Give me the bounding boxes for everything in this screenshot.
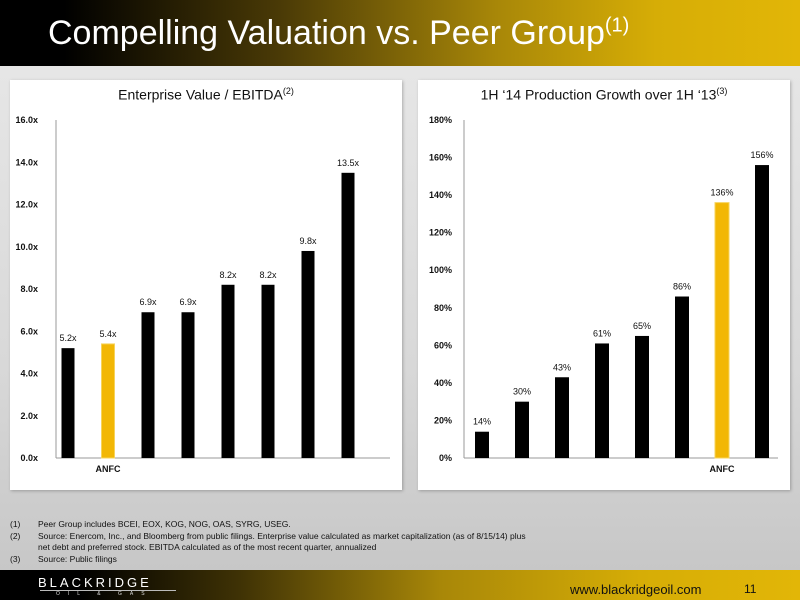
ev-ebitda-data-label: 8.2x — [219, 270, 237, 280]
production-growth-bar — [555, 377, 569, 458]
production-growth-y-tick-label: 100% — [429, 265, 452, 275]
production-growth-data-label: 43% — [553, 362, 571, 372]
production-growth-y-tick-label: 80% — [434, 303, 452, 313]
ev-ebitda-y-tick-label: 16.0x — [15, 115, 38, 125]
footnote-1-text: Peer Group includes BCEI, EOX, KOG, NOG,… — [38, 519, 291, 529]
production-growth-y-tick-label: 20% — [434, 415, 452, 425]
production-growth-chart-panel: 1H ‘14 Production Growth over 1H ‘13(3) … — [418, 80, 790, 490]
production-growth-data-label: 30% — [513, 387, 531, 397]
production-growth-y-tick-label: 120% — [429, 228, 452, 238]
production-growth-y-tick-label: 0% — [439, 453, 452, 463]
slide-title-footnote-ref: (1) — [604, 14, 630, 37]
ev-ebitda-chart-footnote-ref: (2) — [282, 86, 294, 96]
production-growth-bar — [475, 431, 489, 458]
ev-ebitda-x-category-label: ANFC — [96, 464, 121, 474]
production-growth-bar — [755, 165, 769, 459]
production-growth-chart-title: 1H ‘14 Production Growth over 1H ‘13(3) — [418, 86, 790, 103]
ev-ebitda-bar — [341, 172, 355, 458]
ev-ebitda-data-label: 9.8x — [299, 236, 317, 246]
ev-ebitda-y-tick-label: 8.0x — [20, 284, 38, 294]
logo-divider — [40, 590, 176, 591]
footnote-3: (3) Source: Public filings — [10, 554, 650, 566]
footnote-1: (1) Peer Group includes BCEI, EOX, KOG, N… — [10, 519, 650, 531]
ev-ebitda-y-tick-label: 12.0x — [15, 200, 38, 210]
footnote-3-number: (3) — [10, 553, 21, 564]
company-logo: BLACKRIDGE — [38, 575, 152, 590]
ev-ebitda-chart-title-text: Enterprise Value / EBITDA — [118, 86, 283, 103]
ev-ebitda-bar — [221, 284, 235, 458]
ev-ebitda-bar — [301, 250, 315, 458]
ev-ebitda-bar — [101, 343, 115, 459]
website-url[interactable]: www.blackridgeoil.com — [570, 582, 702, 597]
ev-ebitda-chart-title: Enterprise Value / EBITDA(2) — [10, 86, 402, 103]
ev-ebitda-y-tick-label: 10.0x — [15, 242, 38, 252]
ev-ebitda-data-label: 6.9x — [179, 297, 197, 307]
slide-title: Compelling Valuation vs. Peer Group(1) — [48, 14, 629, 53]
ev-ebitda-data-label: 8.2x — [259, 270, 277, 280]
ev-ebitda-y-tick-label: 14.0x — [15, 157, 38, 167]
ev-ebitda-y-tick-label: 0.0x — [20, 453, 38, 463]
production-growth-data-label: 14% — [473, 417, 491, 427]
page-number: 11 — [744, 582, 757, 596]
production-growth-data-label: 136% — [710, 188, 733, 198]
production-growth-data-label: 61% — [593, 328, 611, 338]
production-growth-data-label: 86% — [673, 282, 691, 292]
production-growth-chart-footnote-ref: (3) — [716, 86, 728, 96]
production-growth-bar — [675, 296, 689, 458]
ev-ebitda-chart-panel: Enterprise Value / EBITDA(2) 0.0x 2.0x 4.0… — [10, 80, 402, 490]
slide-title-text: Compelling Valuation vs. Peer Group — [48, 14, 605, 52]
ev-ebitda-y-tick-label: 2.0x — [20, 411, 38, 421]
production-growth-bar — [595, 343, 609, 458]
production-growth-bar — [515, 401, 529, 458]
ev-ebitda-bar — [61, 348, 75, 458]
footnote-2-continued-text: net debt and preferred stock. EBITDA cal… — [38, 542, 377, 552]
production-growth-y-tick-label: 40% — [434, 378, 452, 388]
production-growth-y-tick-label: 160% — [429, 153, 452, 163]
ev-ebitda-data-label: 5.4x — [99, 329, 117, 339]
ev-ebitda-y-tick-label: 6.0x — [20, 326, 38, 336]
production-growth-bar — [714, 202, 730, 459]
footnote-2-text: Source: Enercom, Inc., and Bloomberg fro… — [38, 530, 526, 541]
footnotes: (1) Peer Group includes BCEI, EOX, KOG, N… — [10, 519, 650, 565]
company-logo-subtitle: OIL & GAS — [56, 591, 153, 597]
production-growth-chart-title-text: 1H ‘14 Production Growth over 1H ‘13 — [480, 86, 717, 103]
ev-ebitda-data-label: 5.2x — [59, 333, 77, 343]
production-growth-y-tick-label: 140% — [429, 190, 452, 200]
production-growth-data-label: 65% — [633, 321, 651, 331]
footnote-2: (2) Source: Enercom, Inc., and Bloomberg … — [10, 531, 650, 543]
production-growth-bar — [635, 335, 649, 458]
footnote-2-continued-number — [10, 542, 38, 554]
ev-ebitda-y-tick-label: 4.0x — [20, 369, 38, 379]
footnote-2-number: (2) — [10, 530, 21, 541]
footnote-1-number: (1) — [10, 519, 21, 529]
ev-ebitda-chart: 0.0x 2.0x 4.0x 6.0x 8.0x 10.0x 12.0x 14.0x 16.0x… — [15, 115, 390, 474]
title-bar — [0, 0, 800, 66]
production-growth-x-category-label: ANFC — [710, 464, 735, 474]
ev-ebitda-bar — [141, 312, 155, 458]
footer-bar — [0, 570, 800, 600]
production-growth-y-tick-label: 180% — [429, 115, 452, 125]
footnote-3-text: Source: Public filings — [38, 553, 117, 564]
ev-ebitda-bar — [261, 284, 275, 458]
ev-ebitda-bar — [181, 312, 195, 458]
production-growth-chart: 0% 20% 40% 60% 80% 100% 120% 140% 160% 180% 14% 30%… — [429, 115, 778, 474]
production-growth-y-tick-label: 60% — [434, 340, 452, 350]
footnote-2-continued: net debt and preferred stock. EBITDA cal… — [10, 542, 650, 554]
production-growth-data-label: 156% — [750, 150, 773, 160]
ev-ebitda-data-label: 13.5x — [337, 158, 360, 168]
ev-ebitda-data-label: 6.9x — [139, 297, 157, 307]
